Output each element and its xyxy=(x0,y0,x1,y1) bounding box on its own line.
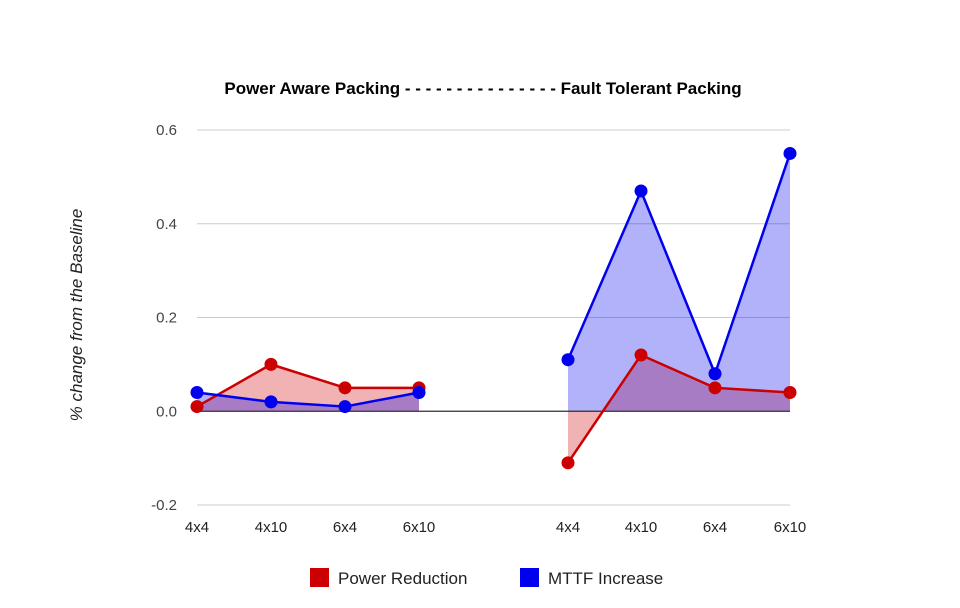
legend: Power Reduction MTTF Increase xyxy=(310,568,663,588)
point-power-reduction-4x4 xyxy=(561,456,575,470)
point-power-reduction-4x4 xyxy=(190,400,204,414)
y-tick-label: -0.2 xyxy=(151,497,177,514)
point-power-reduction-6x4 xyxy=(708,381,722,395)
x-tick-label: 4x4 xyxy=(185,519,209,536)
y-tick-label: 0.2 xyxy=(156,310,177,327)
line-power-reduction-group-1 xyxy=(196,363,419,408)
point-mttf-increase-4x4 xyxy=(561,353,575,367)
x-tick-label: 6x4 xyxy=(333,519,357,536)
x-tick-labels: 4x4 4x10 6x4 6x10 4x4 4x10 6x4 6x10 xyxy=(185,519,806,536)
area-mttf-increase-group-2 xyxy=(568,153,790,412)
legend-label-power-reduction: Power Reduction xyxy=(338,569,467,588)
line-mttf-increase-group-2 xyxy=(566,153,792,375)
x-tick-label: 4x10 xyxy=(625,519,658,536)
point-mttf-increase-6x10 xyxy=(783,146,797,160)
point-mttf-increase-4x4 xyxy=(190,386,204,399)
point-power-reduction-6x10 xyxy=(783,386,797,399)
y-tick-labels: -0.2 0.0 0.2 0.4 0.6 xyxy=(151,122,177,514)
point-mttf-increase-6x4 xyxy=(708,367,722,381)
point-power-reduction-4x10 xyxy=(634,348,648,362)
y-tick-label: 0.4 xyxy=(156,216,177,233)
point-power-reduction-4x10 xyxy=(264,357,278,371)
legend-swatch-mttf-increase xyxy=(520,568,539,587)
x-tick-label: 6x10 xyxy=(774,519,807,536)
legend-swatch-power-reduction xyxy=(310,568,329,587)
series-areas xyxy=(197,153,790,463)
y-axis-title: % change from the Baseline xyxy=(67,209,86,422)
point-mttf-increase-6x4 xyxy=(338,400,352,414)
point-mttf-increase-4x10 xyxy=(264,395,278,409)
point-mttf-increase-4x10 xyxy=(634,184,648,198)
y-tick-label: 0.6 xyxy=(156,122,177,139)
legend-label-mttf-increase: MTTF Increase xyxy=(548,569,663,588)
y-tick-label: 0.0 xyxy=(156,403,177,420)
point-power-reduction-6x4 xyxy=(338,381,352,395)
area-mttf-increase-group-1 xyxy=(197,392,419,412)
series-points xyxy=(190,146,797,470)
point-mttf-increase-6x10 xyxy=(412,386,426,399)
x-tick-label: 4x10 xyxy=(255,519,288,536)
x-tick-label: 6x10 xyxy=(403,519,436,536)
x-tick-label: 6x4 xyxy=(703,519,727,536)
chart-title: Power Aware Packing - - - - - - - - - - … xyxy=(224,79,741,98)
x-tick-label: 4x4 xyxy=(556,519,580,536)
series-lines xyxy=(196,153,792,464)
gridlines xyxy=(197,129,790,506)
line-power-reduction-group-2 xyxy=(566,353,791,464)
line-mttf-increase-group-1 xyxy=(196,391,420,408)
